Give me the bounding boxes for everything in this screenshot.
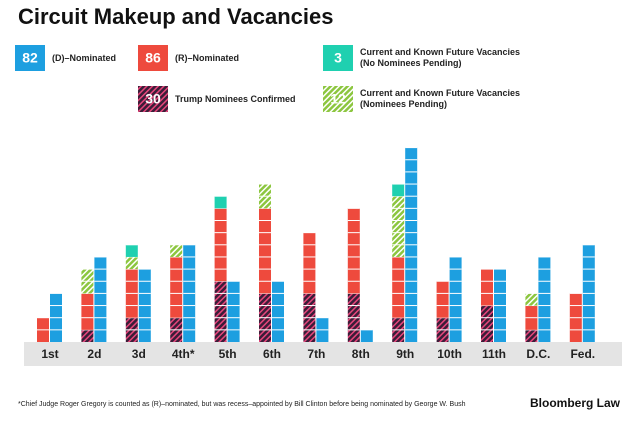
x-tick-label: 8th	[352, 347, 370, 361]
axis-band	[24, 342, 622, 366]
bar-segment	[227, 281, 240, 342]
legend-count: 3	[334, 50, 342, 66]
legend-count: 82	[22, 50, 38, 66]
legend-label: Trump Nominees Confirmed	[175, 94, 296, 104]
x-tick-label: 4th*	[172, 347, 195, 361]
legend-label: (D)–Nominated	[52, 53, 117, 63]
legend-label: Current and Known Future Vacancies (No N…	[360, 47, 521, 68]
bar-segment	[449, 256, 462, 342]
x-tick-label: D.C.	[526, 347, 550, 361]
bar-segment	[392, 196, 405, 257]
bar-segment	[214, 281, 227, 342]
x-tick-label: 5th	[219, 347, 237, 361]
bar-segment	[392, 256, 405, 318]
bar-segment	[170, 256, 183, 318]
bar-segment	[392, 184, 405, 197]
legend-label: Current and Known Future Vacancies (Nomi…	[360, 88, 521, 109]
bar-segment	[272, 281, 284, 342]
bar-segment	[347, 208, 360, 294]
x-tick-label: 9th	[396, 347, 414, 361]
legend-count: 86	[145, 50, 161, 66]
bar-segment	[481, 305, 493, 342]
x-tick-label: 6th	[263, 347, 281, 361]
bar-segment	[538, 256, 551, 342]
x-tick-label: Fed.	[570, 347, 595, 361]
bar-segment	[170, 244, 183, 257]
bar-segment	[436, 281, 449, 318]
bar-segment	[481, 269, 493, 306]
legend-label: (R)–Nominated	[175, 53, 240, 63]
legend-swatch	[15, 45, 45, 71]
bar-segment	[81, 329, 94, 342]
legend-count: 12	[330, 91, 346, 107]
bar-segment	[214, 196, 227, 209]
legend-swatch	[138, 45, 168, 71]
x-tick-label: 3d	[132, 347, 146, 361]
bar-segment	[525, 329, 538, 342]
legend-swatch	[323, 86, 353, 112]
legend-swatch	[323, 45, 353, 71]
footnote: *Chief Judge Roger Gregory is counted as…	[18, 401, 466, 408]
bar-segment	[125, 244, 138, 257]
bar-segment	[303, 232, 316, 294]
legend-swatch	[138, 86, 168, 112]
x-tick-label: 10th	[437, 347, 462, 361]
x-tick-label: 7th	[307, 347, 325, 361]
bar-segment	[81, 293, 94, 330]
x-tick-label: 11th	[482, 347, 506, 361]
legend-count: 30	[145, 91, 161, 107]
x-tick-label: 1st	[41, 347, 58, 361]
bar-segment	[360, 329, 373, 342]
source: Bloomberg Law	[530, 396, 621, 410]
bar-segment	[259, 208, 271, 294]
bar-segment	[125, 256, 138, 270]
x-tick-label: 2d	[87, 347, 101, 361]
chart-title: Circuit Makeup and Vacancies	[18, 4, 333, 29]
bar-segment	[94, 256, 107, 342]
bar-segment	[525, 293, 538, 306]
